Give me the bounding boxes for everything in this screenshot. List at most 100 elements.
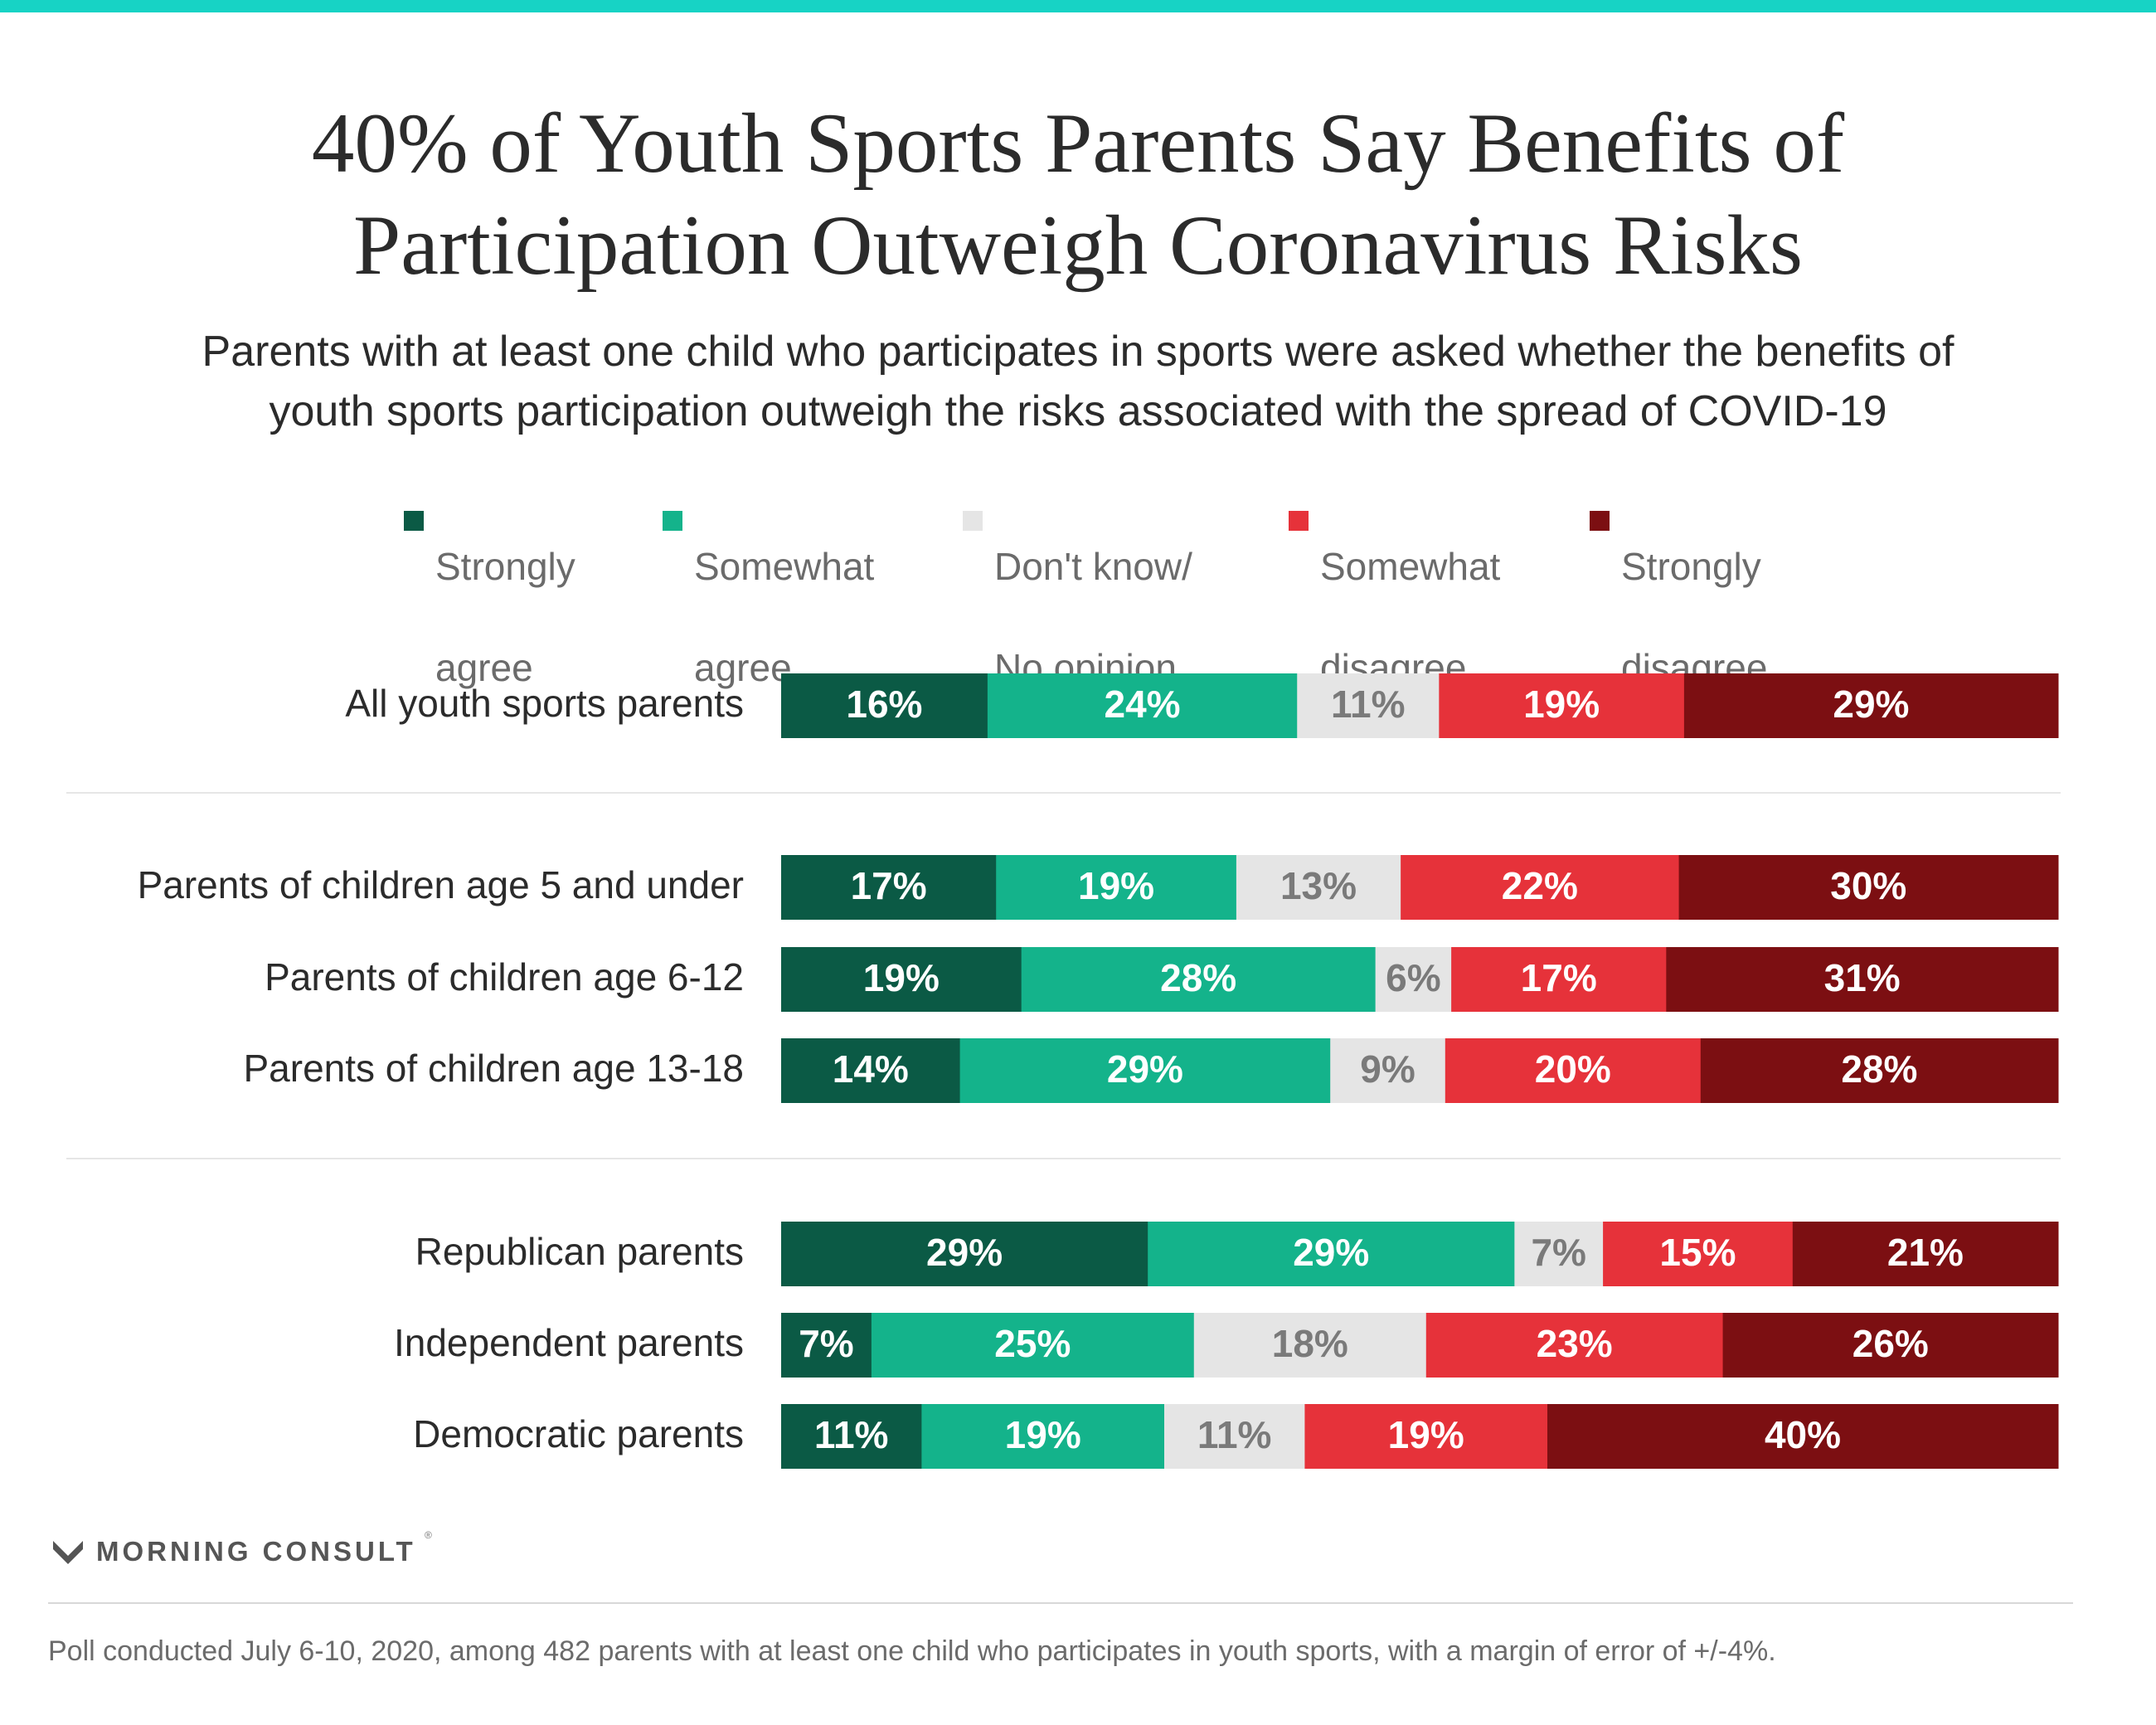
bar-segment-somewhat-agree: [921, 1404, 1165, 1469]
data-label: 21%: [1887, 1231, 1964, 1274]
legend-label-line: Somewhat: [1320, 545, 1501, 588]
bar-segment-somewhat-agree: [1021, 947, 1377, 1012]
legend-label-somewhat-agree: Somewhat agree: [694, 491, 943, 744]
data-label: 23%: [1537, 1322, 1613, 1365]
registered-mark: ®: [425, 1529, 432, 1541]
data-label: 17%: [1521, 956, 1597, 999]
bar-segment-somewhat-disagree: [1603, 1222, 1794, 1286]
bar-segment-dont-know: [1330, 1038, 1446, 1103]
data-label: 31%: [1824, 956, 1901, 999]
bar-segment-somewhat-disagree: [1451, 947, 1667, 1012]
bar-segment-strongly-agree: [781, 1404, 922, 1469]
chart-title-line-2: Participation Outweigh Coronavirus Risks: [353, 198, 1803, 293]
data-label: 29%: [1107, 1047, 1183, 1091]
bar-segment-somewhat-agree: [871, 1313, 1195, 1378]
legend-label-strongly-disagree: Strongly disagree: [1621, 491, 1870, 744]
legend-label-line: Strongly: [435, 545, 575, 588]
bar-segment-strongly-agree: [781, 855, 997, 920]
data-label: 20%: [1535, 1047, 1611, 1091]
bar-segment-somewhat-disagree: [1445, 1038, 1702, 1103]
bar-segment-dont-know: [1514, 1222, 1604, 1286]
legend-swatch-dont-know: [963, 511, 983, 531]
bar-segment-somewhat-disagree: [1439, 673, 1685, 738]
data-label: 22%: [1502, 864, 1578, 907]
data-label: 29%: [926, 1231, 1003, 1274]
category-label-parents-of-children-age-13-18: Parents of children age 13-18: [243, 1047, 744, 1090]
morning-consult-logo-icon: [53, 1541, 83, 1564]
data-label: 11%: [1197, 1413, 1272, 1456]
bar-segment-strongly-agree: [781, 673, 988, 738]
chart-legend: Strongly agree Somewhat agree Don't know…: [0, 491, 2156, 689]
category-label-democratic-parents: Democratic parents: [413, 1412, 744, 1455]
bar-segment-somewhat-agree: [996, 855, 1237, 920]
data-label: 6%: [1386, 956, 1440, 999]
category-label-independent-parents: Independent parents: [394, 1321, 744, 1364]
category-label-republican-parents: Republican parents: [415, 1230, 744, 1273]
chart-subtitle-line-1: Parents with at least one child who part…: [202, 328, 1954, 376]
legend-label-line: agree: [435, 646, 533, 689]
data-label: 29%: [1833, 683, 1909, 726]
data-label: 28%: [1841, 1047, 1917, 1091]
footer-rule: [48, 1602, 2073, 1604]
category-label-parents-of-children-age-6-12: Parents of children age 6-12: [265, 955, 744, 999]
data-label: 7%: [1531, 1231, 1585, 1274]
legend-swatch-somewhat-disagree: [1289, 511, 1309, 531]
chart-title: 40% of Youth Sports Parents Say Benefits…: [83, 93, 2073, 297]
data-label: 19%: [1523, 683, 1600, 726]
legend-swatch-strongly-disagree: [1590, 511, 1610, 531]
bar-segment-strongly-agree: [781, 1313, 872, 1378]
legend-label-line: agree: [694, 646, 792, 689]
bar-segment-strongly-disagree: [1700, 1038, 2059, 1103]
group-divider: [66, 1158, 2061, 1159]
data-label: 11%: [1331, 683, 1406, 726]
bar-segment-strongly-agree: [781, 1038, 961, 1103]
bar-segment-somewhat-agree: [1148, 1222, 1515, 1286]
data-label: 14%: [833, 1047, 909, 1091]
legend-label-strongly-agree: Strongly agree: [435, 491, 684, 744]
category-label-all-youth-sports-parents: All youth sports parents: [345, 682, 744, 725]
bar-segment-strongly-disagree: [1722, 1313, 2059, 1378]
data-label: 17%: [851, 864, 927, 907]
group-divider: [66, 792, 2061, 794]
data-label: 30%: [1830, 864, 1906, 907]
footnote: Poll conducted July 6-10, 2020, among 48…: [48, 1635, 1776, 1667]
bar-segment-strongly-disagree: [1547, 1404, 2059, 1469]
accent-top-bar: [0, 0, 2156, 12]
data-label: 29%: [1293, 1231, 1369, 1274]
data-label: 11%: [814, 1413, 889, 1456]
bar-segment-strongly-disagree: [1683, 673, 2059, 738]
bar-segment-dont-know: [1164, 1404, 1305, 1469]
data-label: 18%: [1272, 1322, 1348, 1365]
bar-segment-somewhat-disagree: [1304, 1404, 1548, 1469]
bar-segment-somewhat-agree: [987, 673, 1298, 738]
data-label: 9%: [1360, 1047, 1415, 1091]
bar-segment-somewhat-disagree: [1401, 855, 1680, 920]
bar-segment-strongly-agree: [781, 947, 1022, 1012]
bar-segment-strongly-agree: [781, 1222, 1148, 1286]
data-label: 15%: [1659, 1231, 1736, 1274]
data-label: 16%: [846, 683, 922, 726]
data-label: 13%: [1280, 864, 1357, 907]
chart-title-line-1: 40% of Youth Sports Parents Say Benefits…: [311, 96, 1845, 191]
legend-swatch-strongly-agree: [404, 511, 424, 531]
legend-swatch-somewhat-agree: [663, 511, 682, 531]
chart-subtitle: Parents with at least one child who part…: [66, 322, 2090, 441]
data-label: 19%: [1005, 1413, 1081, 1456]
data-label: 19%: [1388, 1413, 1464, 1456]
data-label: 19%: [863, 956, 940, 999]
data-label: 7%: [799, 1322, 853, 1365]
data-label: 24%: [1105, 683, 1181, 726]
bar-segment-somewhat-agree: [959, 1038, 1331, 1103]
legend-label-line: Strongly: [1621, 545, 1761, 588]
bar-segment-dont-know: [1297, 673, 1440, 738]
bar-segment-strongly-disagree: [1666, 947, 2059, 1012]
bar-segment-dont-know: [1375, 947, 1452, 1012]
legend-label-line: Somewhat: [694, 545, 875, 588]
bar-segment-strongly-disagree: [1792, 1222, 2059, 1286]
morning-consult-wordmark: MORNING CONSULT: [96, 1536, 416, 1567]
bar-segment-dont-know: [1193, 1313, 1427, 1378]
bar-segment-somewhat-disagree: [1425, 1313, 1724, 1378]
data-label: 26%: [1853, 1322, 1929, 1365]
data-label: 40%: [1765, 1413, 1841, 1456]
